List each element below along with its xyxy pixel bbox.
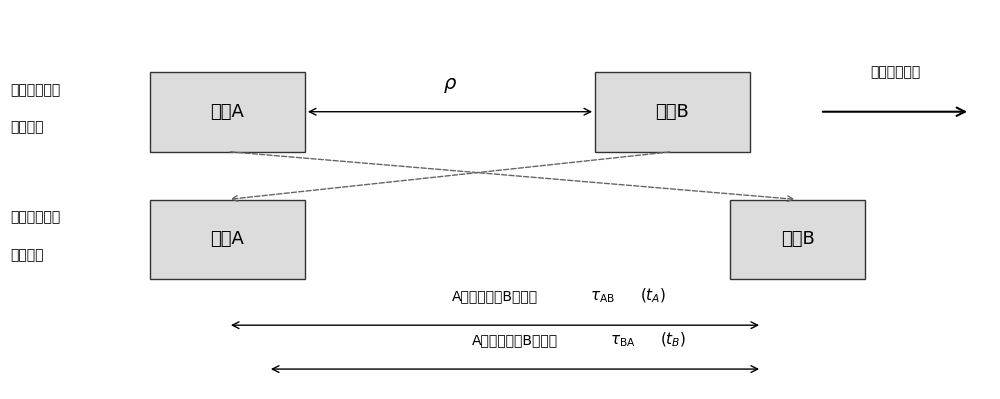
FancyBboxPatch shape (150, 200, 305, 279)
Text: $(t_{B})$: $(t_{B})$ (660, 331, 686, 349)
Text: 卡星B: 卡星B (781, 230, 814, 249)
Text: 时标接收时刻: 时标接收时刻 (10, 210, 60, 225)
Text: 卡星位置: 卡星位置 (10, 120, 44, 135)
Text: $\tau_{\rm BA}$: $\tau_{\rm BA}$ (610, 334, 636, 349)
Text: A星时标到达B星时延: A星时标到达B星时延 (452, 289, 538, 303)
Text: 卡星A: 卡星A (211, 103, 244, 121)
Text: 时标发射时刻: 时标发射时刻 (10, 83, 60, 97)
FancyBboxPatch shape (730, 200, 865, 279)
Text: 卡星位置: 卡星位置 (10, 248, 44, 263)
Text: $\tau_{\rm AB}$: $\tau_{\rm AB}$ (590, 290, 615, 305)
Text: 卡星A: 卡星A (211, 230, 244, 249)
Text: A星时标到达B星时延: A星时标到达B星时延 (472, 333, 558, 347)
Text: ρ: ρ (444, 74, 456, 93)
FancyBboxPatch shape (595, 72, 750, 152)
Text: 卡星B: 卡星B (656, 103, 689, 121)
Text: 卡星飞行方向: 卡星飞行方向 (870, 65, 920, 79)
Text: $(t_{A})$: $(t_{A})$ (640, 287, 666, 305)
FancyBboxPatch shape (150, 72, 305, 152)
